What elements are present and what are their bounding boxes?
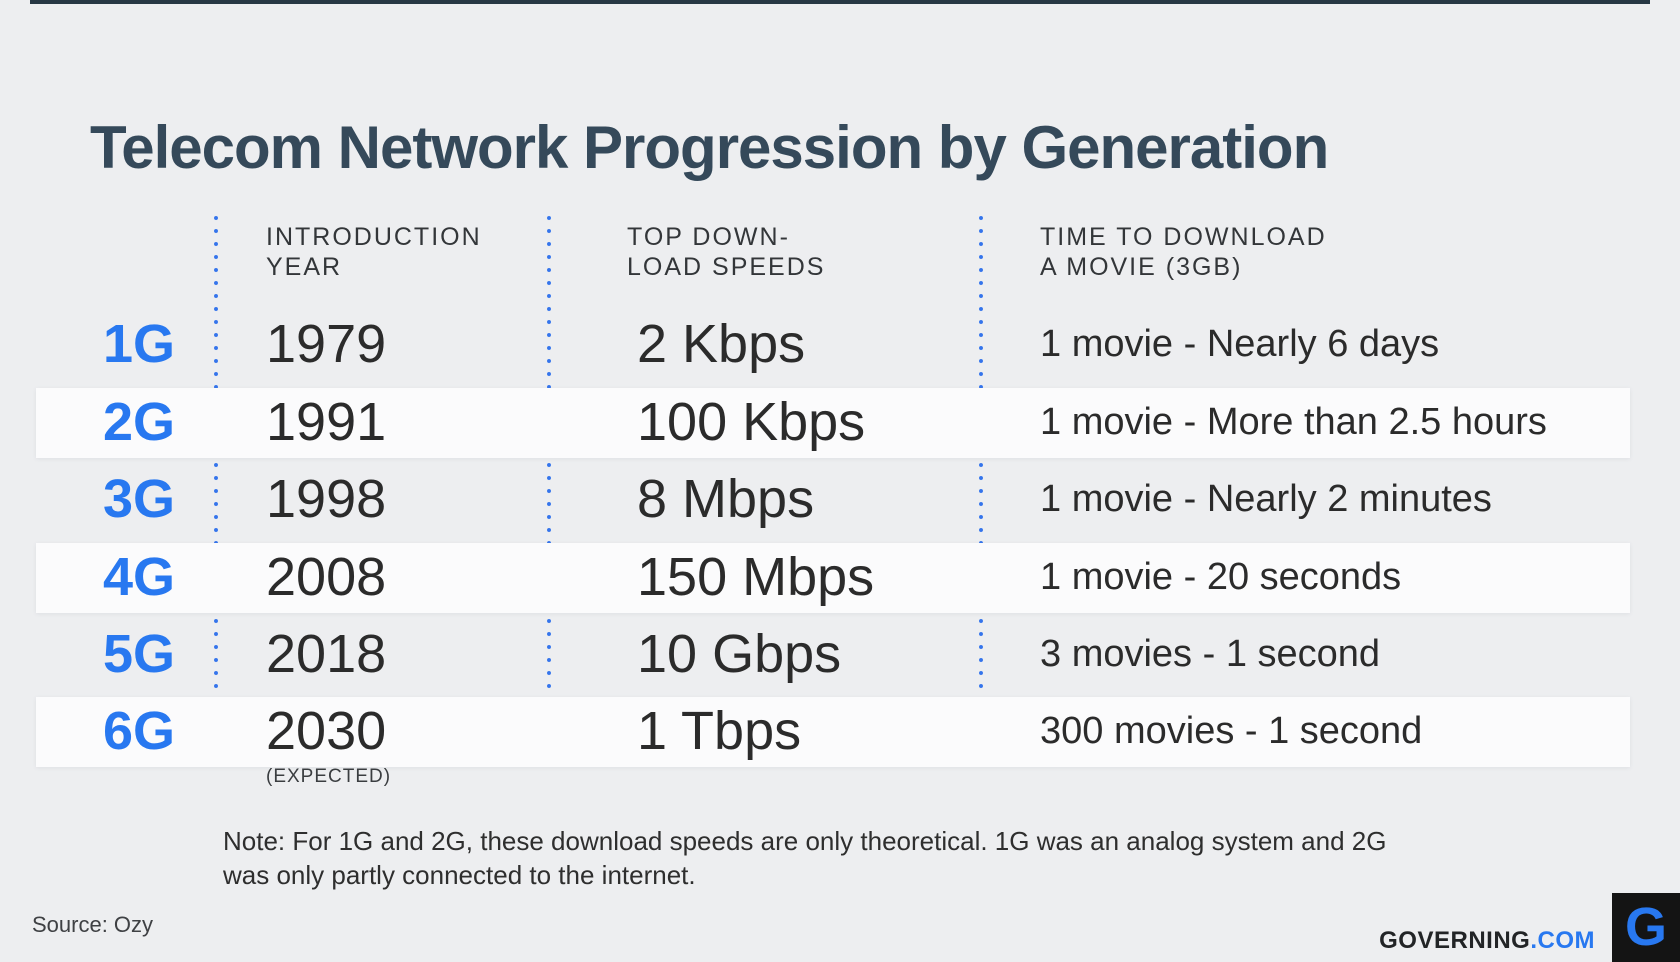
download-time-value: 3 movies - 1 second bbox=[1040, 633, 1381, 676]
table-row-4g: 4G 2008 150 Mbps 1 movie - 20 seconds bbox=[36, 543, 1630, 613]
generation-label: 2G bbox=[102, 391, 175, 452]
generation-label: 1G bbox=[102, 313, 175, 374]
column-divider-1 bbox=[214, 216, 218, 758]
year-value: 2008 bbox=[266, 546, 387, 607]
column-header-top-download-speeds: TOP DOWN- LOAD SPEEDS bbox=[627, 222, 825, 282]
column-header-line: TOP DOWN- bbox=[627, 223, 790, 251]
speed-value: 2 Kbps bbox=[637, 313, 806, 374]
speed-value: 8 Mbps bbox=[637, 468, 815, 529]
speed-value: 10 Gbps bbox=[637, 623, 842, 684]
column-header-line: INTRODUCTION bbox=[266, 223, 482, 251]
column-header-line: TIME TO DOWNLOAD bbox=[1040, 223, 1327, 251]
governing-wordmark: GOVERNING.COM bbox=[1379, 929, 1595, 953]
download-time-value: 1 movie - 20 seconds bbox=[1040, 556, 1402, 599]
speed-value: 100 Kbps bbox=[637, 391, 866, 452]
table-row-1g: 1G 1979 2 Kbps 1 movie - Nearly 6 days bbox=[36, 310, 1630, 380]
generation-label: 3G bbox=[102, 468, 175, 529]
table-row-3g: 3G 1998 8 Mbps 1 movie - Nearly 2 minute… bbox=[36, 465, 1630, 535]
download-time-value: 1 movie - More than 2.5 hours bbox=[1040, 401, 1547, 444]
speed-value: 150 Mbps bbox=[637, 546, 875, 607]
year-value: 1991 bbox=[266, 391, 387, 452]
year-value: 2030 bbox=[266, 700, 387, 761]
column-header-line: YEAR bbox=[266, 253, 343, 281]
download-time-value: 300 movies - 1 second bbox=[1040, 710, 1423, 753]
governing-g-icon: G bbox=[1624, 896, 1667, 957]
page-title: Telecom Network Progression by Generatio… bbox=[90, 114, 1329, 182]
year-value: 2018 bbox=[266, 623, 387, 684]
source-credit: Source: Ozy bbox=[32, 912, 154, 937]
year-value: 1998 bbox=[266, 468, 387, 529]
column-divider-3 bbox=[979, 216, 983, 758]
column-header-time-to-download: TIME TO DOWNLOAD A MOVIE (3GB) bbox=[1040, 222, 1327, 282]
governing-logo: G bbox=[1612, 893, 1680, 962]
top-accent-bar bbox=[30, 0, 1650, 4]
footnote-line: was only partly connected to the interne… bbox=[223, 860, 696, 890]
expected-year-note: (EXPECTED) bbox=[266, 766, 392, 787]
table-row-5g: 5G 2018 10 Gbps 3 movies - 1 second bbox=[36, 620, 1630, 690]
year-value: 1979 bbox=[266, 313, 387, 374]
download-time-value: 1 movie - Nearly 6 days bbox=[1040, 323, 1440, 366]
speed-value: 1 Tbps bbox=[637, 700, 802, 761]
column-header-introduction-year: INTRODUCTION YEAR bbox=[266, 222, 482, 282]
column-header-line: A MOVIE (3GB) bbox=[1040, 253, 1243, 281]
column-header-line: LOAD SPEEDS bbox=[627, 253, 826, 281]
generation-label: 4G bbox=[102, 546, 175, 607]
generation-label: 6G bbox=[102, 700, 175, 761]
generation-label: 5G bbox=[102, 623, 175, 684]
column-divider-2 bbox=[547, 216, 551, 758]
brand-tld: .COM bbox=[1530, 927, 1595, 954]
table-row-2g: 2G 1991 100 Kbps 1 movie - More than 2.5… bbox=[36, 388, 1630, 458]
footnote-line: Note: For 1G and 2G, these download spee… bbox=[223, 826, 1387, 856]
footnote: Note: For 1G and 2G, these download spee… bbox=[223, 824, 1386, 892]
table-row-6g: 6G 2030 1 Tbps 300 movies - 1 second bbox=[36, 697, 1630, 767]
brand-name: GOVERNING bbox=[1379, 927, 1531, 954]
download-time-value: 1 movie - Nearly 2 minutes bbox=[1040, 478, 1492, 521]
